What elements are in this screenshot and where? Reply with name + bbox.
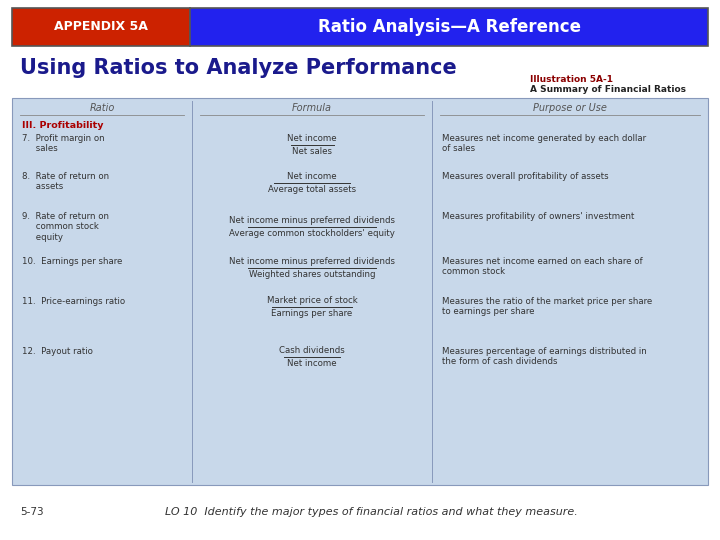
Text: 11.  Price-earnings ratio: 11. Price-earnings ratio xyxy=(22,297,125,306)
Text: Formula: Formula xyxy=(292,103,332,113)
Text: Average common stockholders' equity: Average common stockholders' equity xyxy=(229,229,395,238)
Text: Cash dividends: Cash dividends xyxy=(279,346,345,355)
Text: 8.  Rate of return on
     assets: 8. Rate of return on assets xyxy=(22,172,109,191)
Text: Measures net income earned on each share of
common stock: Measures net income earned on each share… xyxy=(442,257,643,276)
Text: Net income: Net income xyxy=(287,134,337,143)
Text: 9.  Rate of return on
     common stock
     equity: 9. Rate of return on common stock equity xyxy=(22,212,109,242)
Text: Measures overall profitability of assets: Measures overall profitability of assets xyxy=(442,172,608,181)
Text: 5-73: 5-73 xyxy=(20,507,44,517)
Text: 12.  Payout ratio: 12. Payout ratio xyxy=(22,347,93,356)
Text: Net income: Net income xyxy=(287,172,337,181)
Text: LO 10  Identify the major types of financial ratios and what they measure.: LO 10 Identify the major types of financ… xyxy=(165,507,577,517)
Text: Ratio Analysis—A Reference: Ratio Analysis—A Reference xyxy=(318,18,580,36)
Text: 10.  Earnings per share: 10. Earnings per share xyxy=(22,257,122,266)
Text: Measures percentage of earnings distributed in
the form of cash dividends: Measures percentage of earnings distribu… xyxy=(442,347,647,367)
Text: Weighted shares outstanding: Weighted shares outstanding xyxy=(248,270,375,279)
Text: Illustration 5A-1: Illustration 5A-1 xyxy=(530,75,613,84)
Text: Measures profitability of owners' investment: Measures profitability of owners' invest… xyxy=(442,212,634,221)
Bar xyxy=(12,8,190,46)
Text: Net income minus preferred dividends: Net income minus preferred dividends xyxy=(229,257,395,266)
Text: Ratio: Ratio xyxy=(89,103,114,113)
Text: Purpose or Use: Purpose or Use xyxy=(533,103,607,113)
Text: Net sales: Net sales xyxy=(292,147,332,156)
Text: III. Profitability: III. Profitability xyxy=(22,120,104,130)
Bar xyxy=(12,98,708,485)
Text: Earnings per share: Earnings per share xyxy=(271,309,353,318)
Text: APPENDIX 5A: APPENDIX 5A xyxy=(54,21,148,33)
Text: 7.  Profit margin on
     sales: 7. Profit margin on sales xyxy=(22,134,104,153)
Bar xyxy=(190,8,708,46)
Text: Using Ratios to Analyze Performance: Using Ratios to Analyze Performance xyxy=(20,58,456,78)
Text: Measures the ratio of the market price per share
to earnings per share: Measures the ratio of the market price p… xyxy=(442,297,652,316)
Text: Measures net income generated by each dollar
of sales: Measures net income generated by each do… xyxy=(442,134,646,153)
Text: Net income minus preferred dividends: Net income minus preferred dividends xyxy=(229,216,395,225)
Text: Market price of stock: Market price of stock xyxy=(266,296,357,305)
Text: A Summary of Financial Ratios: A Summary of Financial Ratios xyxy=(530,84,686,93)
Text: Net income: Net income xyxy=(287,359,337,368)
Text: Average total assets: Average total assets xyxy=(268,185,356,194)
